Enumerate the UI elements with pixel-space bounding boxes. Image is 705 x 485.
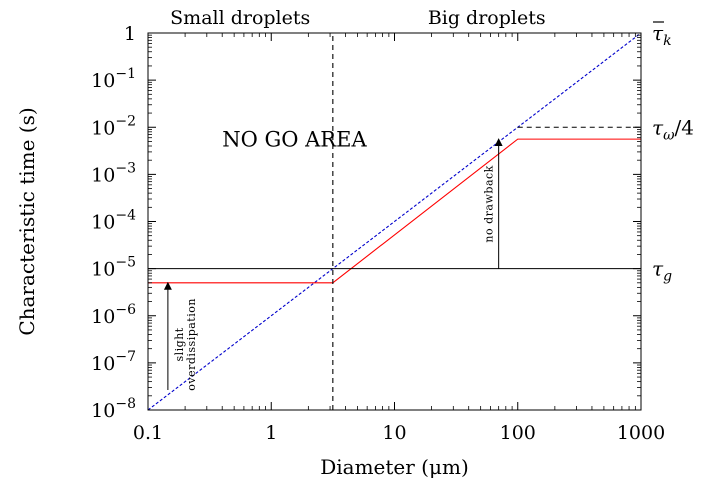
x-tick-label: 100 (500, 422, 536, 444)
x-tick-label: 1 (265, 422, 277, 444)
region-label-1: Big droplets (428, 7, 546, 29)
right-label-tau-g: τg (652, 257, 672, 285)
y-tick-label: 10−6 (91, 302, 136, 328)
y-tick-label: 1 (124, 23, 136, 45)
x-tick-label: 10 (382, 422, 406, 444)
y-tick-label: 10−7 (91, 349, 136, 375)
y-axis-label: Characteristic time (s) (15, 107, 39, 335)
overdissipation-label-line2: overdissipation (185, 298, 198, 391)
no-go-area-label: NO GO AREA (222, 128, 367, 152)
x-tick-label: 1000 (617, 422, 665, 444)
series-line-0 (147, 32, 642, 411)
y-tick-label: 10−4 (91, 208, 136, 234)
overdissipation-label-line1: slight (173, 327, 186, 361)
region-label-0: Small droplets (170, 7, 310, 29)
series-line-1 (148, 138, 641, 284)
plot-area: 0.1 1 10 100 1000 10−8 10−7 10−6 10−5 10−4 10−3 10−… (15, 7, 694, 479)
y-tick-label: 10−8 (91, 396, 136, 422)
y-tick-label: 10−3 (91, 160, 136, 186)
y-tick-label: 10−5 (91, 255, 136, 281)
y-tick-label: 10−1 (91, 66, 136, 92)
x-tick-label: 0.1 (133, 422, 163, 444)
y-tick-label: 10−2 (91, 113, 136, 139)
no-drawback-label: no drawback (483, 165, 496, 242)
right-label-tau-k: τk (652, 21, 672, 49)
x-axis-label: Diameter (μm) (320, 455, 469, 479)
right-label-tau-ω: τω/4 (652, 115, 694, 143)
